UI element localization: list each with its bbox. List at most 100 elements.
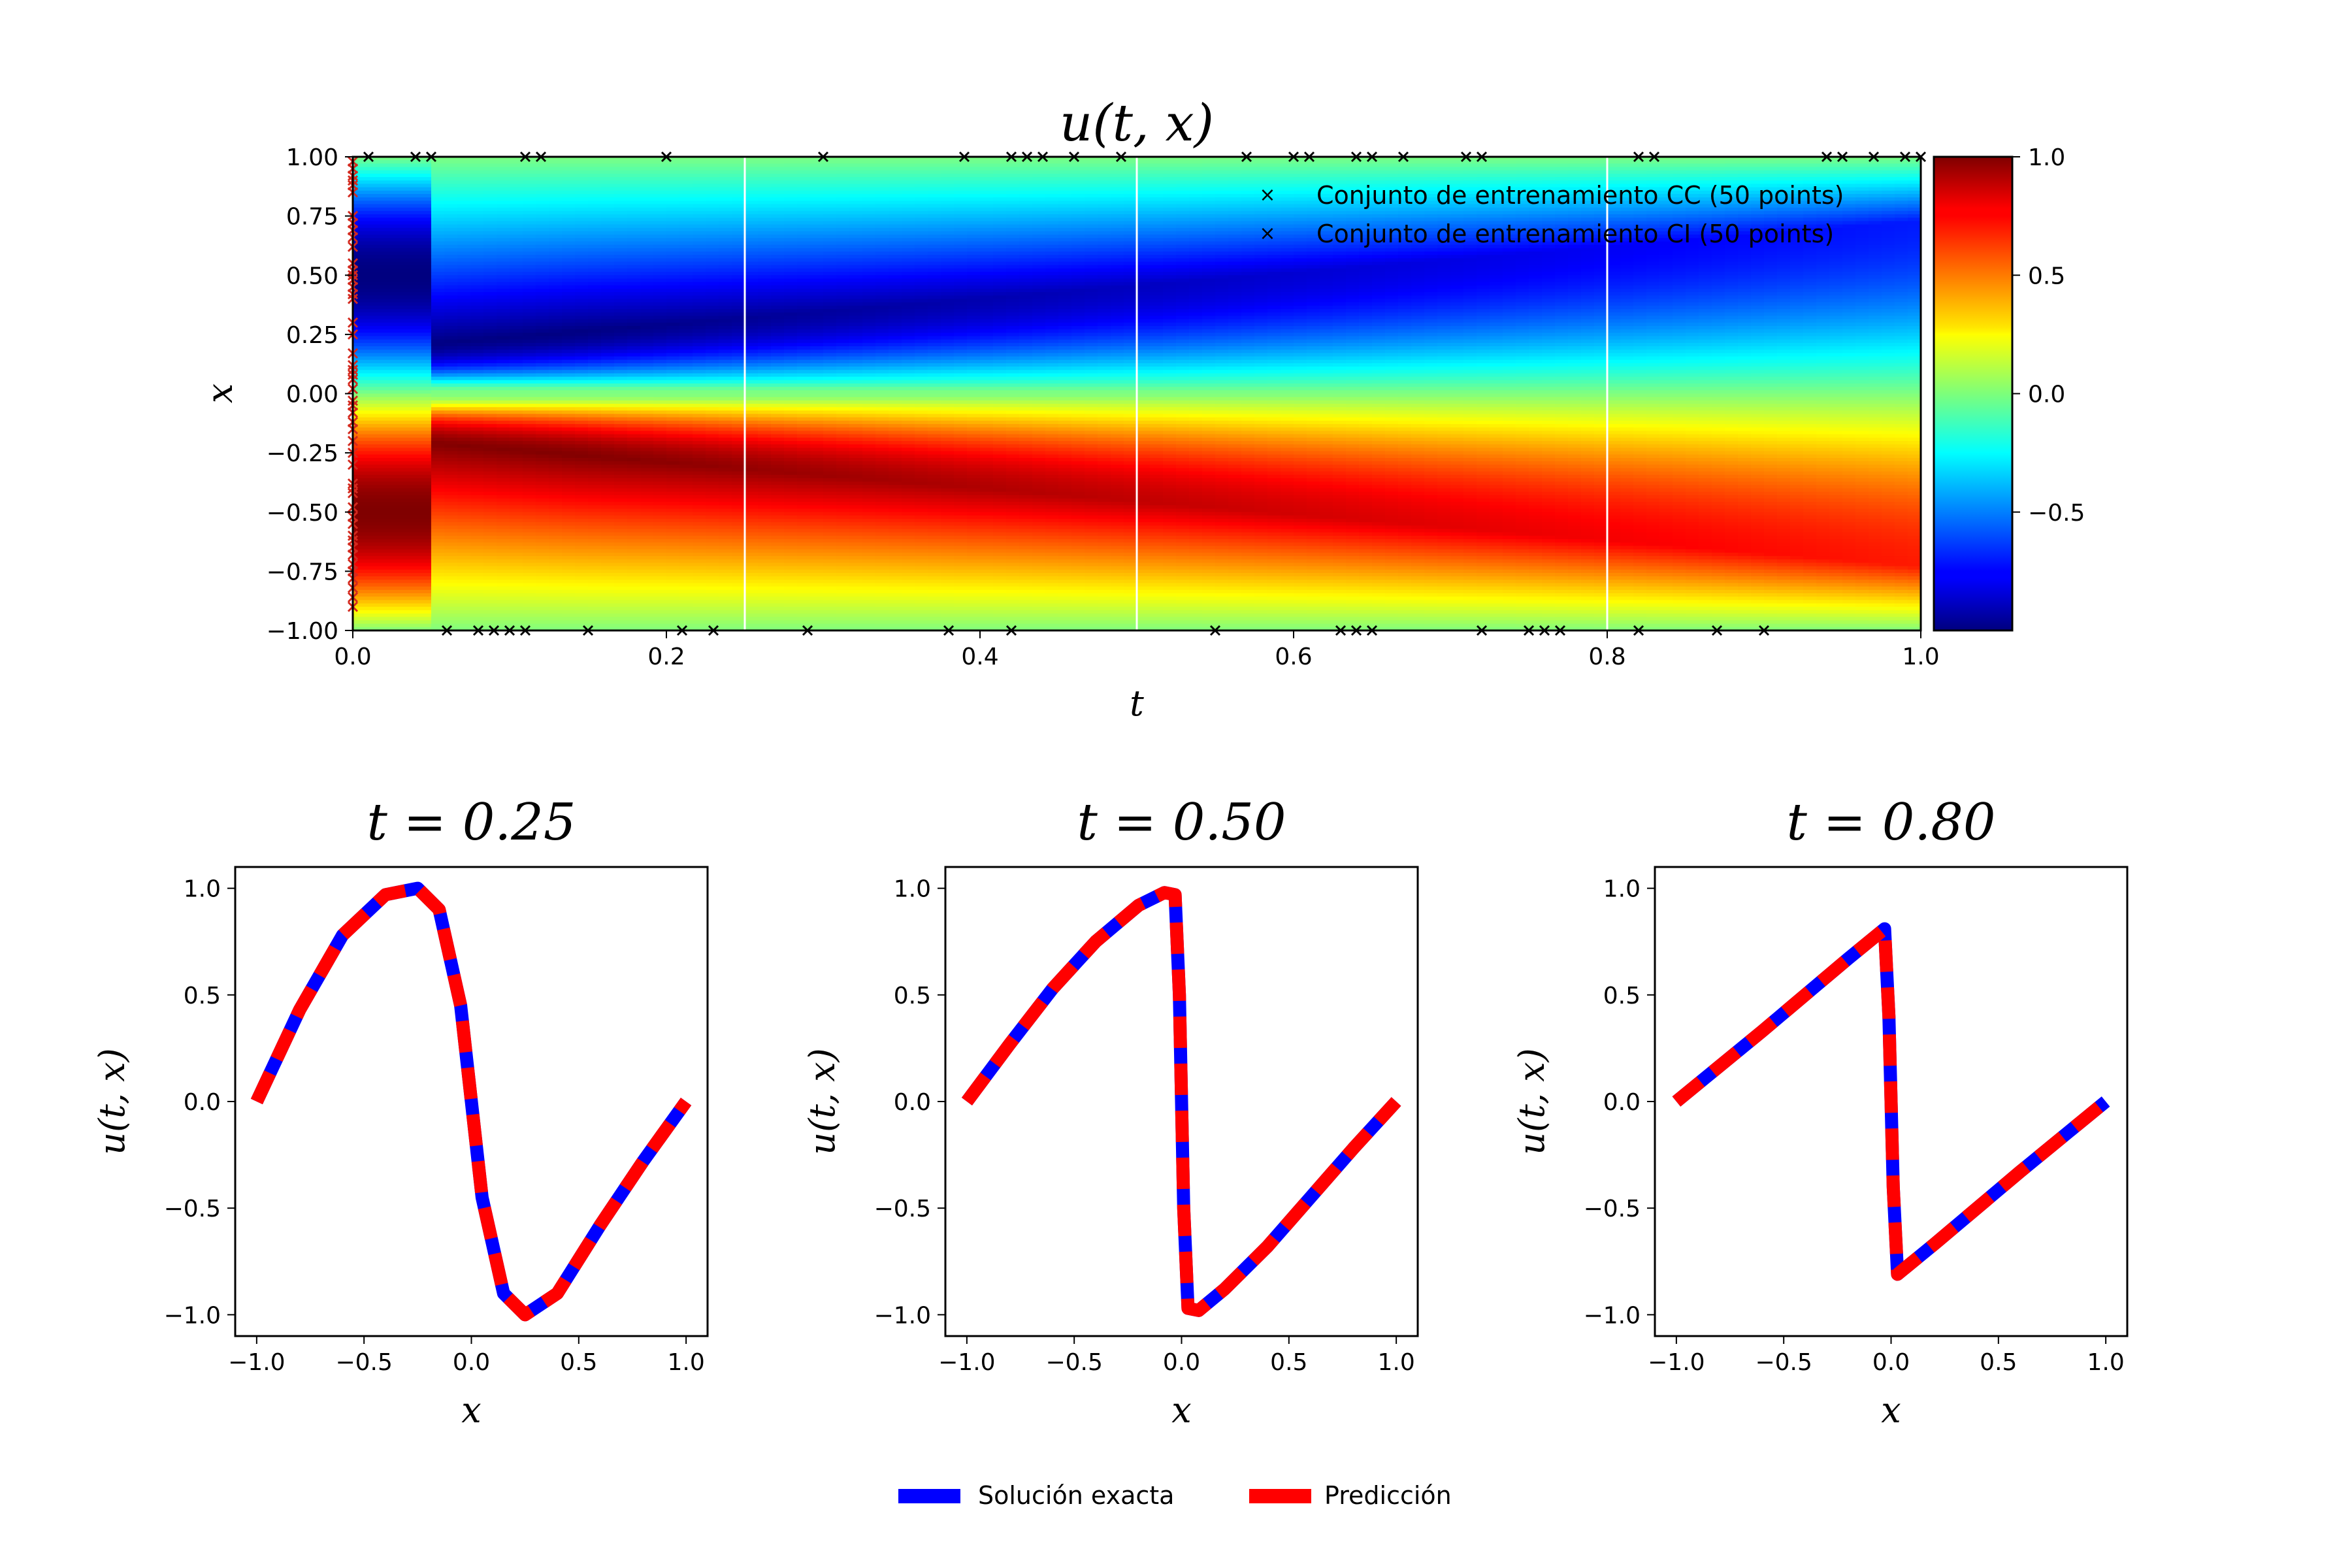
heatmap-cell xyxy=(470,163,484,168)
heatmap-cell xyxy=(627,603,641,608)
heatmap-cell xyxy=(405,627,419,630)
heatmap-cell xyxy=(640,583,654,587)
heatmap-cell xyxy=(549,207,563,212)
heatmap-cell xyxy=(353,627,367,630)
heatmap-cell xyxy=(418,563,432,567)
heatmap-cell xyxy=(510,417,523,421)
heatmap-cell xyxy=(653,201,667,205)
heatmap-cell xyxy=(523,556,536,560)
heatmap-cell xyxy=(444,606,458,611)
heatmap-cell xyxy=(418,292,432,296)
heatmap-cell xyxy=(640,285,654,289)
heatmap-cell xyxy=(679,275,693,280)
heatmap-cell xyxy=(562,603,576,608)
heatmap-cell xyxy=(444,437,458,442)
heatmap-cell xyxy=(614,167,628,171)
heatmap-cell xyxy=(758,190,772,195)
heatmap-cell xyxy=(758,356,772,361)
heatmap-cell xyxy=(379,255,393,259)
heatmap-cell xyxy=(588,350,602,353)
heatmap-cell xyxy=(797,325,811,330)
heatmap-cell xyxy=(497,261,510,266)
heatmap-cell xyxy=(366,207,380,212)
heatmap-cell xyxy=(666,224,680,229)
heatmap-cell xyxy=(745,414,759,418)
heatmap-cell xyxy=(353,207,367,212)
heatmap-cell xyxy=(457,502,471,506)
heatmap-cell xyxy=(510,224,523,229)
heatmap-cell xyxy=(392,546,406,550)
heatmap-cell xyxy=(366,474,380,479)
heatmap-cell xyxy=(353,515,367,519)
heatmap-cell xyxy=(745,431,759,435)
heatmap-cell xyxy=(483,546,497,550)
heatmap-cell xyxy=(353,519,367,523)
heatmap-cell xyxy=(353,505,367,510)
heatmap-cell xyxy=(732,295,745,300)
heatmap-cell xyxy=(575,478,589,482)
heatmap-cell xyxy=(418,417,432,421)
heatmap-cell xyxy=(444,566,458,570)
heatmap-cell xyxy=(797,309,811,313)
heatmap-cell xyxy=(536,465,549,469)
heatmap-cell xyxy=(497,552,510,557)
heatmap-cell xyxy=(706,252,719,255)
heatmap-cell xyxy=(640,329,654,333)
heatmap-cell xyxy=(575,282,589,286)
heatmap-cell xyxy=(706,339,719,344)
heatmap-cell xyxy=(640,444,654,448)
heatmap-cell xyxy=(745,316,759,320)
heatmap-cell xyxy=(771,380,785,384)
heatmap-cell xyxy=(627,177,641,181)
heatmap-cell xyxy=(379,404,393,408)
heatmap-cell xyxy=(549,309,563,313)
heatmap-cell xyxy=(706,393,719,398)
heatmap-cell xyxy=(719,258,732,263)
heatmap-cell xyxy=(510,397,523,401)
heatmap-cell xyxy=(745,539,759,543)
heatmap-cell xyxy=(510,157,523,161)
heatmap-cell xyxy=(405,580,419,584)
heatmap-cell xyxy=(758,471,772,476)
heatmap-cell xyxy=(483,627,497,630)
heatmap-cell xyxy=(444,170,458,174)
heatmap-cell xyxy=(457,465,471,469)
heatmap-cell xyxy=(693,288,706,293)
heatmap-cell xyxy=(627,376,641,381)
heatmap-cell xyxy=(640,431,654,435)
heatmap-cell xyxy=(784,603,798,608)
heatmap-cell xyxy=(745,322,759,327)
heatmap-cell xyxy=(483,241,497,246)
heatmap-cell xyxy=(719,282,732,286)
heatmap-cell xyxy=(483,552,497,557)
heatmap-cell xyxy=(758,474,772,479)
heatmap-cell xyxy=(627,410,641,415)
heatmap-cell xyxy=(379,566,393,570)
heatmap-cell xyxy=(523,549,536,553)
heatmap-cell xyxy=(510,367,523,370)
heatmap-cell xyxy=(771,407,785,411)
heatmap-cell xyxy=(627,224,641,229)
heatmap-cell xyxy=(379,157,393,161)
heatmap-cell xyxy=(549,572,563,577)
heatmap-cell xyxy=(575,448,589,452)
heatmap-cell xyxy=(483,258,497,263)
heatmap-cell xyxy=(418,613,432,617)
heatmap-cell xyxy=(614,221,628,225)
heatmap-cell xyxy=(679,367,693,370)
heatmap-cell xyxy=(627,207,641,212)
heatmap-cell xyxy=(483,207,497,212)
heatmap-cell xyxy=(758,173,772,178)
heatmap-cell xyxy=(379,370,393,374)
heatmap-cell xyxy=(444,376,458,381)
heatmap-cell xyxy=(745,184,759,188)
heatmap-cell xyxy=(732,346,745,350)
heatmap-cell xyxy=(353,417,367,421)
heatmap-cell xyxy=(653,620,667,625)
heatmap-cell xyxy=(784,376,798,381)
heatmap-cell xyxy=(732,410,745,415)
heatmap-cell xyxy=(601,224,615,229)
heatmap-cell xyxy=(640,177,654,181)
heatmap-cell xyxy=(745,465,759,469)
heatmap-cell xyxy=(601,482,615,485)
